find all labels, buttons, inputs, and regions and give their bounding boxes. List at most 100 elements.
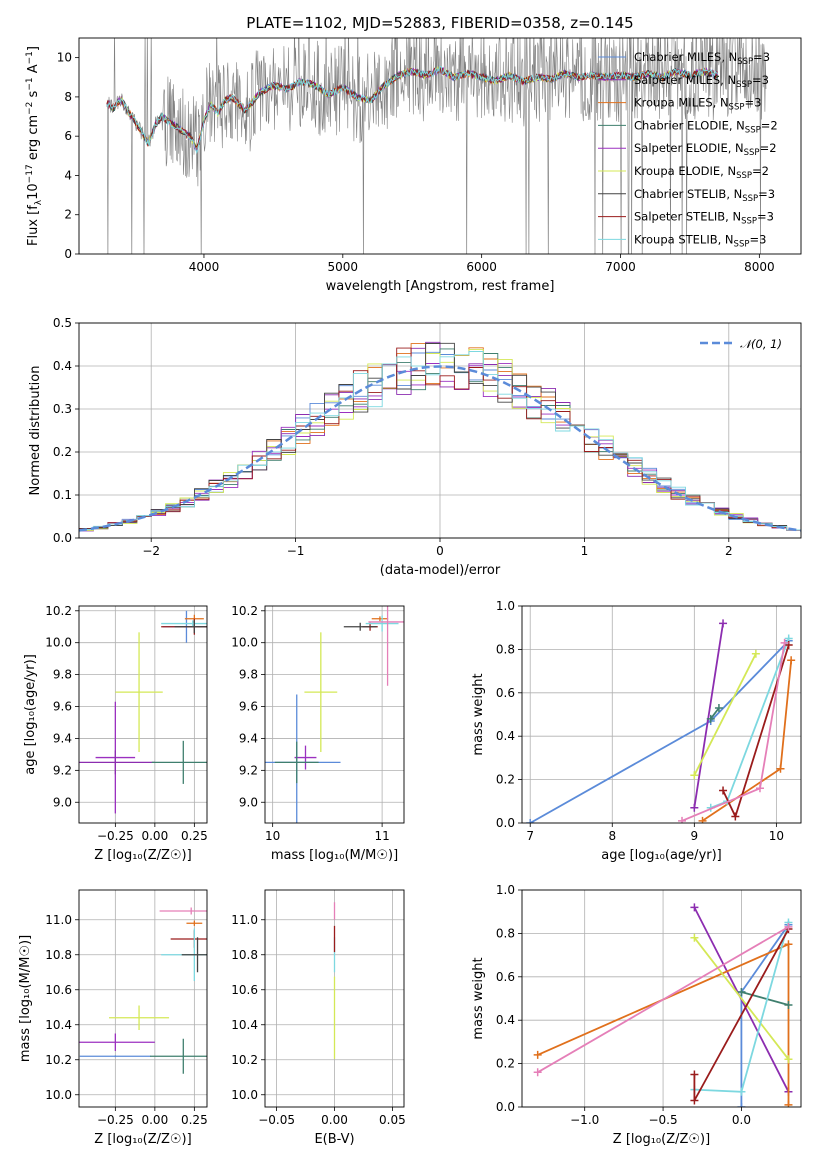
error-bar-point (304, 632, 338, 752)
y-tick-label: 10.0 (231, 636, 258, 650)
weight-line (693, 937, 790, 1060)
y-axis-label-part: −1 (25, 51, 35, 64)
error-bar-point (151, 740, 207, 784)
weight-marker (533, 1050, 542, 1059)
model-spectrum-line (106, 65, 719, 154)
y-tick-label: 10.4 (231, 1018, 258, 1032)
weight-line (537, 926, 789, 1074)
x-tick-label: 6000 (466, 260, 497, 274)
y-tick-label: 10.0 (45, 636, 72, 650)
y-axis-label-part: erg cm (26, 115, 41, 164)
y-axis-label: mass weight (471, 673, 486, 755)
x-tick-label: 0.00 (321, 1113, 348, 1127)
legend-label: Salpeter MILES, NSSP=3 (634, 73, 769, 90)
error-bar-point (343, 622, 377, 631)
legend-label: Kroupa MILES, NSSP=3 (634, 96, 761, 113)
weight-marker (784, 940, 793, 949)
x-tick-label: 8 (608, 829, 616, 843)
axes-frame (78, 605, 208, 824)
y-tick-label: 6 (64, 129, 72, 143)
weight-marker (698, 816, 707, 823)
figure-title: PLATE=1102, MJD=52883, FIBERID=0358, z=0… (246, 14, 633, 32)
legend-label-text: Chabrier ELODIE, N (634, 118, 745, 132)
y-tick-label: 0.8 (496, 642, 515, 656)
y-tick-label: 0.4 (496, 1013, 515, 1027)
legend-label-text: Kroupa MILES, N (634, 96, 729, 110)
axes-frame (264, 605, 405, 824)
y-tick-label: 10.0 (45, 1088, 72, 1102)
weight-marker (787, 656, 796, 665)
axes-frame (78, 889, 208, 1108)
legend-label-sub: SSP (745, 125, 761, 135)
error-bar-point (79, 1033, 155, 1051)
error-bar-point (371, 616, 389, 622)
y-axis-label-part: −1 (25, 77, 35, 90)
weight-marker (737, 1087, 746, 1096)
y-tick-label: 0.1 (53, 488, 72, 502)
grid (522, 605, 801, 824)
legend-label: Salpeter ELODIE, NSSP=2 (634, 141, 777, 158)
x-tick-label: 8000 (744, 260, 775, 274)
weight-series (690, 933, 793, 1064)
x-tick-label: −0.05 (258, 1113, 295, 1127)
weight-vs-metallicity-panel: −1.0 −0.5 0.0 0.0 0.2 0.4 0.6 0.8 1.0 Z [log₁₀(Z/… (471, 883, 802, 1147)
x-tick-label: 7000 (605, 260, 636, 274)
x-tick-label: 0.0 (732, 1113, 751, 1127)
y-tick-label: 2 (64, 208, 72, 222)
legend-label-text: Salpeter MILES, N (634, 73, 736, 87)
plot-area (526, 619, 796, 823)
error-bar-point (294, 745, 317, 770)
x-tick-label: −0.25 (97, 829, 134, 843)
legend-label-text: Chabrier STELIB, N (634, 187, 742, 201)
y-tick-label: 9.4 (53, 731, 72, 745)
y-tick-label: 4 (64, 168, 72, 182)
weight-marker (690, 1070, 699, 1079)
weight-marker (780, 638, 789, 647)
weight-marker (719, 619, 728, 628)
x-tick-label: −2 (142, 544, 160, 558)
legend-label-sub: SSP (742, 194, 758, 204)
y-tick-label: 0.2 (53, 445, 72, 459)
weight-marker (690, 1096, 699, 1105)
weight-series (706, 634, 793, 812)
weight-marker (784, 1055, 793, 1064)
y-axis-label: mass weight (471, 957, 486, 1039)
weight-marker (690, 933, 699, 942)
grid (79, 890, 207, 1107)
y-tick-label: 10.2 (45, 604, 72, 618)
y-tick-label: 0.2 (496, 1057, 515, 1071)
y-tick-label: 9.8 (239, 668, 258, 682)
y-axis-label-part: λ (34, 199, 44, 205)
y-tick-label: 0.6 (496, 686, 515, 700)
weight-marker (526, 819, 535, 823)
weight-series (698, 656, 796, 823)
mass-vs-metallicity-panel: −0.25 0.00 0.25 10.0 10.2 10.4 10.6 10.8 11.0 Z [… (18, 889, 208, 1147)
y-axis-label: Normed distribution (28, 366, 43, 496)
observed-spectrum-line (106, 38, 767, 254)
x-axis-label: age [log₁₀(age/yr)] (601, 848, 722, 863)
y-tick-label: 0.6 (496, 970, 515, 984)
legend-label-tail: =3 (758, 187, 775, 201)
y-tick-label: 11.0 (231, 913, 258, 927)
y-axis-label: age [log₁₀(age/yr)] (23, 654, 38, 775)
error-bar-point (150, 1038, 207, 1074)
weight-line (741, 991, 789, 1006)
residual-histogram-panel: −2 −1 0 1 2 0.0 0.1 0.2 0.3 0.4 0.5 (data-model)/er… (28, 316, 802, 578)
error-bar-point (79, 750, 155, 775)
x-tick-label: −0.25 (97, 1113, 134, 1127)
x-tick-label: 4000 (189, 260, 220, 274)
grid (522, 889, 801, 1108)
weight-series (533, 940, 793, 1107)
x-tick-label: −1.0 (570, 1113, 599, 1127)
weight-marker (776, 764, 785, 773)
x-axis-label: Z [log₁₀(Z/Z☉)] (94, 1132, 191, 1147)
legend-label: Salpeter STELIB, NSSP=3 (634, 210, 774, 227)
error-bar-point (186, 920, 203, 926)
y-axis-label-part: A (26, 64, 41, 77)
y-tick-label: 9.6 (53, 700, 72, 714)
y-tick-label: 9.2 (239, 763, 258, 777)
y-tick-label: 8 (64, 90, 72, 104)
legend-label-text: Kroupa ELODIE, N (634, 164, 736, 178)
y-tick-label: 1.0 (496, 883, 515, 897)
y-axis-label-part: s (26, 90, 41, 101)
